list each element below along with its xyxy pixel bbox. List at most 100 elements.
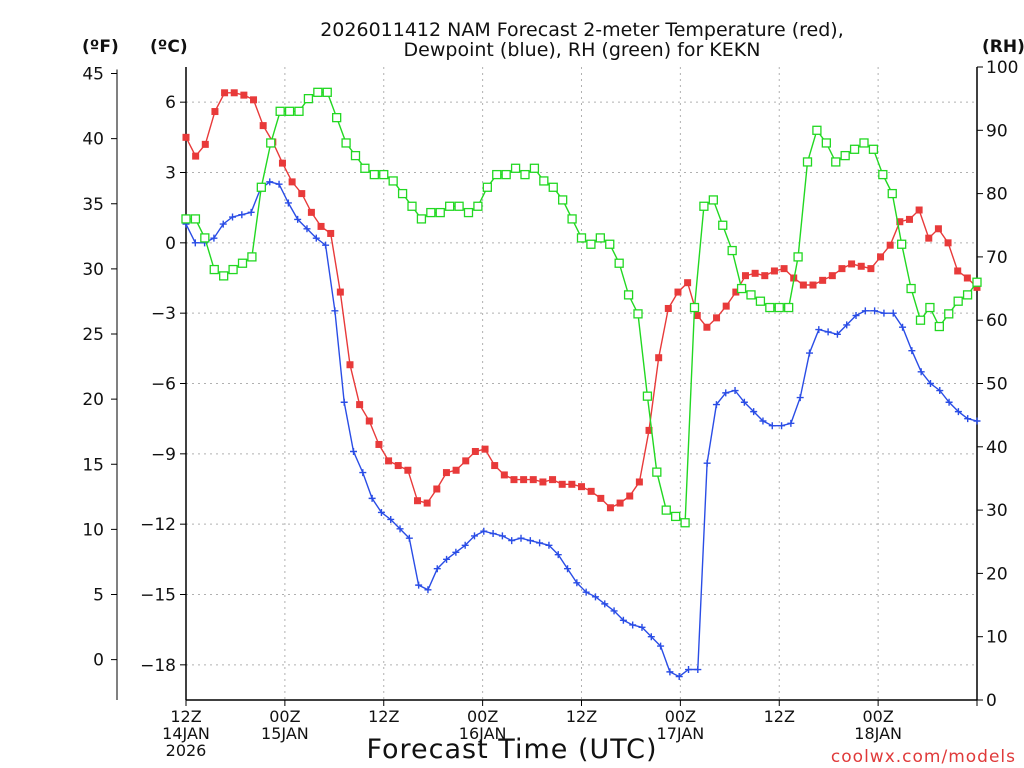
rh-point bbox=[614, 258, 624, 268]
dewpoint-point bbox=[591, 593, 599, 601]
rh-point bbox=[407, 201, 417, 211]
temperature-point bbox=[307, 208, 315, 216]
rh-point bbox=[200, 233, 210, 243]
rh-point bbox=[784, 302, 794, 313]
dewpoint-point bbox=[415, 581, 423, 589]
rh-point bbox=[661, 505, 671, 515]
celsius-tick-label: −18 bbox=[140, 656, 176, 676]
rh-point bbox=[237, 258, 248, 268]
rh-point bbox=[586, 239, 596, 249]
rh-point bbox=[576, 233, 587, 243]
dewpoint-point bbox=[899, 323, 907, 331]
series-line-dewpoint bbox=[185, 181, 978, 678]
dewpoint-point bbox=[759, 417, 767, 425]
temperature-point bbox=[491, 462, 499, 470]
rh-point bbox=[708, 195, 718, 205]
dewpoint-point bbox=[582, 588, 590, 596]
dewpoint-point bbox=[861, 307, 869, 315]
temperature-point bbox=[250, 96, 258, 104]
dewpoint-point bbox=[359, 469, 367, 477]
temperature-point bbox=[616, 499, 624, 507]
rh-point bbox=[388, 176, 398, 186]
temperature-point bbox=[925, 234, 933, 242]
temperature-point bbox=[346, 361, 354, 369]
rh-point bbox=[915, 315, 926, 325]
rh-point bbox=[746, 290, 756, 300]
rh-point bbox=[953, 296, 963, 306]
dewpoint-point bbox=[871, 307, 879, 315]
dewpoint-point bbox=[685, 666, 693, 674]
rh-tick-label: 100 bbox=[986, 58, 1018, 78]
rh-point bbox=[567, 214, 577, 224]
dewpoint-point bbox=[303, 225, 311, 233]
rh-point bbox=[416, 214, 427, 224]
rh-point bbox=[972, 277, 982, 287]
dewpoint-point bbox=[517, 534, 525, 542]
series-layer bbox=[181, 87, 982, 681]
dewpoint-point bbox=[545, 541, 553, 549]
rh-point bbox=[652, 467, 662, 477]
rh-point bbox=[727, 245, 737, 256]
celsius-tick-label: −9 bbox=[151, 445, 176, 465]
dewpoint-point bbox=[452, 548, 460, 556]
temperature-point bbox=[886, 241, 894, 249]
x-tick-label: 12Z bbox=[368, 707, 399, 726]
dewpoint-point bbox=[964, 415, 972, 423]
temperature-point bbox=[510, 476, 518, 484]
temperature-point bbox=[211, 108, 219, 116]
dewpoint-point bbox=[657, 642, 665, 650]
dewpoint-point bbox=[266, 178, 274, 186]
temperature-point bbox=[182, 133, 190, 141]
dewpoint-point bbox=[619, 616, 627, 624]
rh-point bbox=[247, 252, 257, 262]
rh-point bbox=[228, 264, 238, 275]
rh-point bbox=[868, 144, 879, 154]
dewpoint-point bbox=[461, 541, 469, 549]
rh-point bbox=[962, 290, 973, 300]
rh-point bbox=[445, 201, 455, 211]
dewpoint-point bbox=[275, 180, 283, 188]
temperature-point bbox=[414, 497, 422, 505]
rh-point bbox=[859, 138, 869, 148]
temperature-point bbox=[481, 445, 489, 453]
dewpoint-point bbox=[954, 408, 962, 416]
rh-point bbox=[699, 201, 709, 211]
rh-point bbox=[595, 233, 605, 243]
dewpoint-point bbox=[647, 633, 655, 641]
dewpoint-point bbox=[340, 398, 348, 406]
dewpoint-point bbox=[833, 330, 841, 338]
rh-point bbox=[831, 157, 841, 167]
rh-point bbox=[671, 511, 681, 522]
dewpoint-point bbox=[508, 537, 516, 545]
temperature-point bbox=[848, 260, 856, 268]
dewpoint-point bbox=[629, 621, 637, 629]
temperature-point bbox=[732, 288, 740, 296]
chart-title-line2: Dewpoint (blue), RH (green) for KEKN bbox=[404, 39, 761, 61]
rh-tick-label: 40 bbox=[986, 438, 1008, 458]
dewpoint-point bbox=[396, 525, 404, 533]
rh-point bbox=[736, 283, 747, 294]
celsius-tick-label: 6 bbox=[165, 93, 176, 113]
dewpoint-point bbox=[675, 673, 683, 681]
dewpoint-point bbox=[768, 422, 776, 430]
dewpoint-point bbox=[666, 668, 674, 676]
dewpoint-point bbox=[350, 447, 358, 455]
temperature-point bbox=[500, 471, 508, 479]
rh-point bbox=[219, 271, 229, 281]
rh-tick-label: 20 bbox=[986, 564, 1008, 584]
temperature-point bbox=[761, 272, 769, 280]
rh-tick-label: 60 bbox=[986, 311, 1008, 331]
series-dewpoint bbox=[182, 178, 981, 681]
temperature-point bbox=[606, 504, 614, 512]
dewpoint-point bbox=[564, 565, 572, 573]
rh-point bbox=[332, 112, 342, 123]
rh-point bbox=[510, 163, 521, 173]
dewpoint-point bbox=[368, 494, 376, 502]
temperature-point bbox=[934, 225, 942, 233]
temperature-point bbox=[192, 152, 200, 160]
rh-point bbox=[360, 163, 370, 173]
temperature-point bbox=[838, 265, 846, 273]
celsius-tick-label: −15 bbox=[140, 586, 176, 606]
rh-point bbox=[350, 150, 361, 161]
temperature-point bbox=[626, 492, 634, 500]
